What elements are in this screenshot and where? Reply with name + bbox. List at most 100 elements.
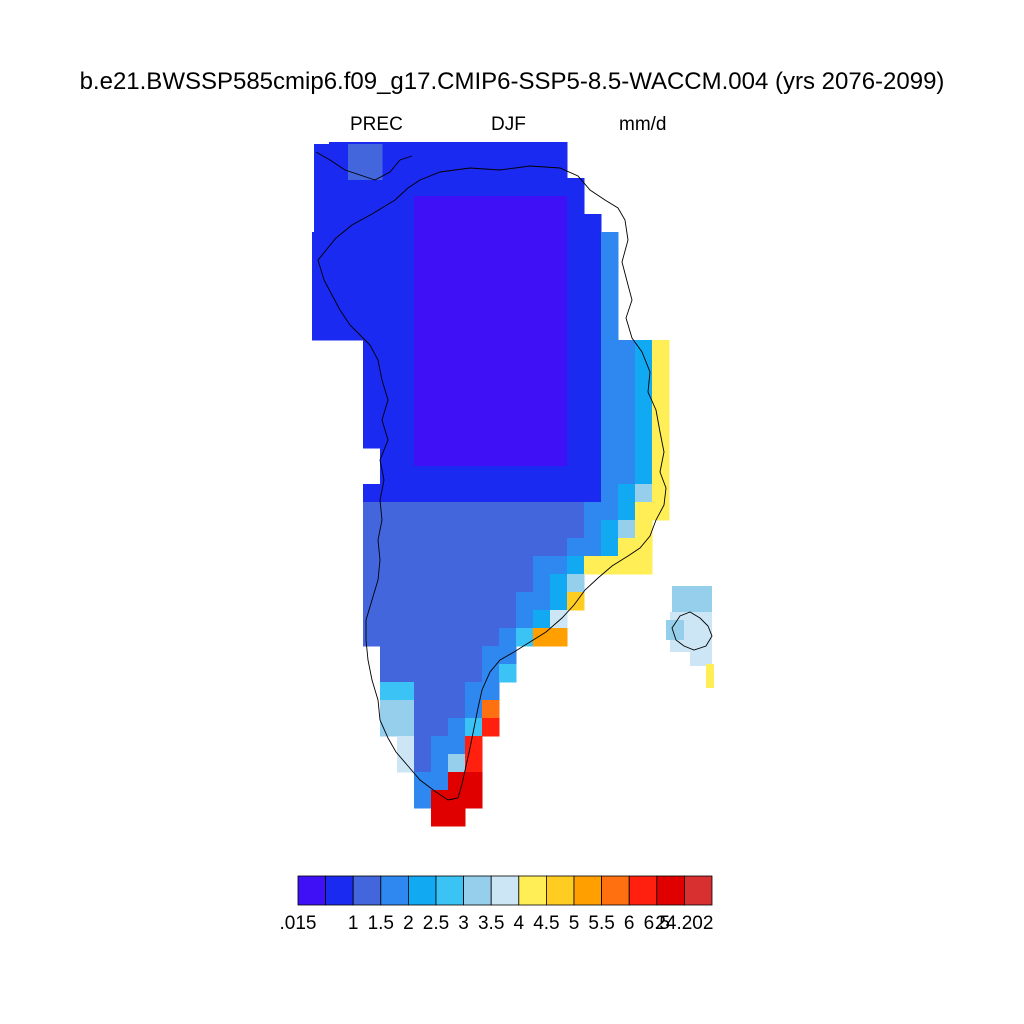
- precip-cell: [346, 304, 364, 323]
- precip-cell: [380, 700, 398, 719]
- precip-cell: [397, 250, 415, 269]
- precip-cell: [567, 394, 585, 413]
- precip-cell: [448, 304, 466, 323]
- precip-cell: [618, 412, 636, 431]
- precip-cell: [601, 430, 619, 449]
- precip-cell: [618, 358, 636, 377]
- precip-cell: [465, 250, 483, 269]
- precip-cell: [397, 646, 415, 665]
- precip-cell: [414, 412, 432, 431]
- colorbar-tick-label: 4.5: [533, 913, 559, 934]
- precip-cell: [584, 412, 602, 431]
- precip-cell: [431, 772, 449, 791]
- precip-cell: [567, 322, 585, 341]
- precip-cell: [516, 178, 534, 197]
- colorbar-swatch: [573, 875, 603, 906]
- precip-cell: [516, 142, 534, 161]
- precip-cell: [380, 556, 398, 575]
- precip-cell: [414, 754, 432, 773]
- precip-cell: [533, 484, 551, 503]
- precip-cell: [482, 484, 500, 503]
- precip-cell: [550, 592, 568, 611]
- precip-cell: [431, 520, 449, 539]
- precip-cell: [516, 214, 534, 233]
- precip-cell: [635, 394, 653, 413]
- precip-cell: [499, 412, 517, 431]
- precip-cell: [414, 358, 432, 377]
- precip-cell: [618, 448, 636, 467]
- precip-cell: [635, 448, 653, 467]
- precip-cell: [380, 178, 398, 197]
- precip-cell: [652, 340, 670, 359]
- precip-cell: [448, 178, 466, 197]
- precip-cell: [348, 180, 366, 199]
- precip-cell: [499, 610, 517, 629]
- precip-cell: [601, 466, 619, 485]
- precip-cell: [363, 430, 381, 449]
- precip-cell: [414, 430, 432, 449]
- precip-cell: [363, 376, 381, 395]
- precip-cell: [448, 484, 466, 503]
- precip-cell: [414, 448, 432, 467]
- colorbar-swatch: [407, 875, 437, 906]
- precip-cell: [363, 268, 381, 287]
- precip-cell: [652, 448, 670, 467]
- precip-cell: [414, 556, 432, 575]
- precip-cell: [618, 538, 636, 557]
- precip-cell: [397, 592, 415, 611]
- precip-cell: [499, 628, 517, 647]
- precip-cell: [414, 466, 432, 485]
- precip-cell: [550, 160, 568, 179]
- plot-title: b.e21.BWSSP585cmip6.f09_g17.CMIP6-SSP5-8…: [79, 68, 945, 95]
- precip-cell: [516, 430, 534, 449]
- precip-cell: [499, 196, 517, 215]
- precip-cell: [380, 592, 398, 611]
- precip-cell: [397, 394, 415, 413]
- precip-cell: [346, 322, 364, 341]
- precip-cell: [465, 502, 483, 521]
- iceland-cell: [666, 620, 684, 640]
- precip-cell: [431, 628, 449, 647]
- precip-cell: [448, 520, 466, 539]
- precip-cell: [363, 322, 381, 341]
- precip-cell: [516, 628, 534, 647]
- precip-cell: [499, 304, 517, 323]
- precip-cell: [482, 412, 500, 431]
- precip-cell: [550, 178, 568, 197]
- precip-cell: [448, 394, 466, 413]
- colorbar-swatch: [546, 875, 575, 906]
- precip-cell: [550, 340, 568, 359]
- precip-cell: [380, 430, 398, 449]
- precip-cell: [365, 198, 383, 217]
- colorbar-tick-label: 4: [514, 913, 525, 934]
- precip-cell: [516, 376, 534, 395]
- precip-cell: [331, 252, 349, 271]
- precip-cell: [380, 646, 398, 665]
- precip-cell: [618, 430, 636, 449]
- precip-cell: [414, 538, 432, 557]
- precip-cell: [365, 180, 383, 199]
- precip-cell: [397, 232, 415, 251]
- precip-cell: [533, 268, 551, 287]
- precip-cell: [431, 790, 449, 809]
- precip-cell: [431, 556, 449, 575]
- colorbar-labels: .015 1 1.5 2 2.5 3 3.5 4 4.5 5 5.5 6 6.524.202: [280, 913, 714, 934]
- precip-cell: [414, 736, 432, 755]
- precip-cell: [465, 538, 483, 557]
- precip-cell: [635, 502, 653, 521]
- precip-grid-cells: [312, 142, 714, 827]
- precip-cell: [499, 448, 517, 467]
- precip-cell: [348, 198, 366, 217]
- precip-cell: [550, 628, 568, 647]
- precip-cell: [380, 502, 398, 521]
- precip-cell: [380, 250, 398, 269]
- precip-cell: [567, 538, 585, 557]
- precip-cell: [397, 340, 415, 359]
- precip-cell: [397, 610, 415, 629]
- precip-cell: [516, 394, 534, 413]
- precip-cell: [550, 376, 568, 395]
- precip-cell: [397, 178, 415, 197]
- colorbar-tick-label: 2.5: [423, 913, 449, 934]
- precip-cell: [465, 412, 483, 431]
- precip-cell: [431, 322, 449, 341]
